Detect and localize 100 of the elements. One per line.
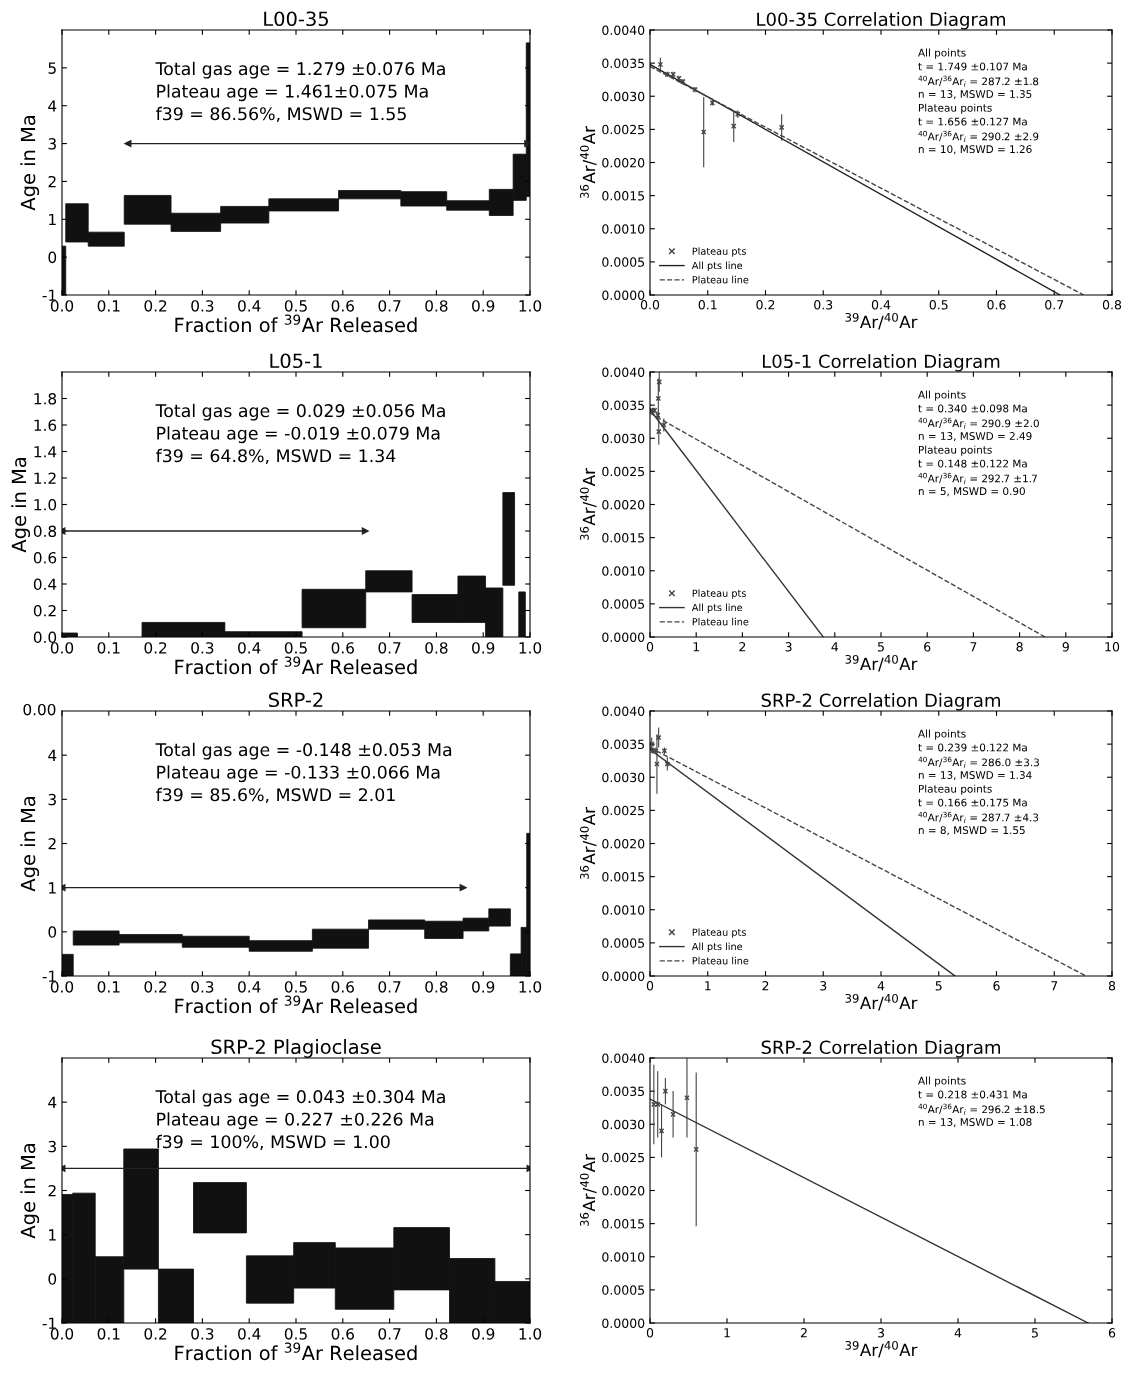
y-axis-title: $^{36}$Ar/$^{40}$Ar — [579, 1154, 597, 1227]
y-tick-label: 3 — [48, 793, 56, 806]
y-tick-label: 0.0020 — [602, 838, 645, 849]
x-tick-label: 0.8 — [425, 981, 448, 993]
x-tick-label: 3 — [820, 981, 827, 991]
annotation: f39 = 100%, MSWD = 1.00 — [156, 1134, 390, 1151]
x-tick-label: 0.3 — [191, 981, 214, 993]
x-tick-label: 4 — [954, 1328, 962, 1338]
y-tick-label: 0.0040 — [602, 706, 645, 716]
x-tick-label: 0.7 — [378, 1328, 401, 1340]
x-tick-label: 0.5 — [284, 300, 307, 312]
x-tick-label: 0.4 — [238, 642, 261, 654]
x-axis-title: Fraction of $^{39}$Ar Released — [175, 314, 417, 333]
chart-title: L05-1 — [270, 353, 322, 369]
chart-title: SRP-2 Correlation Diagram — [761, 1040, 1000, 1058]
x-tick-label: 0.3 — [191, 1328, 214, 1340]
x-tick-label: 1.0 — [519, 300, 542, 312]
chart-title: L05-1 Correlation Diagram — [762, 354, 1000, 372]
annotation: $^{40}$Ar/$^{36}$Ar$_{i}$ = 292.7 ±1.7 — [918, 472, 1037, 484]
annotation: n = 10, MSWD = 1.26 — [918, 145, 1032, 155]
y-tick-label: 0.0000 — [602, 290, 645, 300]
y-tick-label: 0.6 — [33, 551, 57, 564]
y-tick-label: 1 — [49, 882, 56, 894]
x-tick-label: 6 — [924, 642, 931, 652]
annotation: f39 = 86.56%, MSWD = 1.55 — [156, 106, 406, 123]
annotation: Total gas age = 0.043 ±0.304 Ma — [155, 1089, 445, 1107]
y-tick-label: 0.0000 — [602, 1318, 645, 1328]
y-tick-label: 2 — [48, 837, 56, 850]
annotation: $^{40}$Ar/$^{36}$Ar$_{i}$ = 287.2 ±1.8 — [918, 75, 1039, 87]
x-tick-label: 0.5 — [284, 642, 307, 654]
annotation: All points — [918, 729, 966, 740]
x-tick-label: 10 — [1105, 642, 1120, 652]
annotation: Plateau age = -0.133 ±0.066 Ma — [157, 765, 440, 783]
legend-label: All pts line — [691, 942, 743, 953]
x-tick-label: 0.7 — [378, 300, 401, 312]
text: 0.00 — [23, 703, 56, 716]
x-tick-label: 0.1 — [97, 1328, 120, 1340]
x-axis-title: Fraction of $^{39}$Ar Released — [175, 656, 417, 675]
y-tick-label: 0.0025 — [602, 805, 645, 816]
x-tick-label: 0.4 — [871, 300, 891, 310]
y-tick-label: -1 — [42, 289, 56, 301]
annotation: f39 = 85.6%, MSWD = 2.01 — [156, 787, 395, 804]
y-tick-label: 0.0030 — [602, 1119, 645, 1130]
x-tick-label: 2 — [800, 1328, 807, 1338]
x-tick-label: 0.6 — [987, 300, 1006, 310]
x-tick-label: 1 — [705, 981, 711, 991]
chart-title: SRP-2 — [269, 692, 323, 708]
x-tick-label: 0.3 — [191, 642, 214, 654]
y-tick-label: 1.0 — [34, 498, 57, 511]
x-tick-label: 0.2 — [144, 642, 167, 654]
y-tick-label: 4 — [48, 749, 57, 761]
annotation: t = 1.749 ±0.107 Ma — [918, 62, 1027, 71]
y-tick-label: 0.0020 — [602, 499, 645, 510]
annotation: n = 13, MSWD = 1.08 — [918, 1118, 1032, 1128]
x-tick-label: 0.5 — [284, 1328, 307, 1340]
y-axis-title: Age in Ma — [20, 116, 40, 211]
y-tick-label: 0.0000 — [602, 632, 645, 642]
y-tick-label: 0.0015 — [602, 872, 645, 882]
annotation: n = 13, MSWD = 1.34 — [918, 771, 1032, 781]
annotation: Plateau points — [918, 784, 992, 795]
annotation: n = 13, MSWD = 1.35 — [918, 90, 1032, 100]
y-tick-label: 0.8 — [33, 525, 57, 538]
x-tick-label: 8 — [1108, 981, 1116, 991]
x-tick-label: 0.9 — [472, 642, 495, 654]
y-tick-label: 5 — [48, 62, 56, 74]
legend-label: Plateau line — [692, 617, 749, 626]
y-tick-label: 0 — [48, 251, 57, 264]
x-tick-label: 7 — [1051, 981, 1058, 991]
x-tick-label: 0 — [646, 1328, 654, 1338]
x-tick-label: 0.4 — [238, 300, 261, 312]
annotation: $^{40}$Ar/$^{36}$Ar$_{i}$ = 286.0 ±3.3 — [918, 756, 1039, 768]
y-axis-title: Age in Ma — [11, 458, 31, 553]
x-tick-label: 0.6 — [331, 981, 354, 993]
x-axis-title: $^{39}$Ar/$^{40}$Ar — [845, 654, 918, 672]
chart-title: SRP-2 Correlation Diagram — [761, 693, 1000, 711]
x-tick-label: 5 — [877, 642, 884, 652]
x-tick-label: 0.8 — [425, 300, 448, 312]
annotation: Plateau age = 0.227 ±0.226 Ma — [157, 1112, 434, 1130]
annotation: $^{40}$Ar/$^{36}$Ar$_{i}$ = 290.2 ±2.9 — [918, 130, 1039, 142]
x-tick-label: 0.6 — [331, 1328, 354, 1340]
annotation: $^{40}$Ar/$^{36}$Ar$_{i}$ = 290.9 ±2.0 — [918, 417, 1039, 429]
annotation: Total gas age = -0.148 ±0.053 Ma — [155, 742, 452, 760]
x-tick-label: 1.0 — [519, 981, 542, 993]
x-tick-label: 0.5 — [929, 300, 948, 310]
annotation: $^{40}$Ar/$^{36}$Ar$_{i}$ = 287.7 ±4.3 — [918, 811, 1039, 823]
x-tick-label: 1 — [724, 1328, 730, 1338]
y-tick-label: 1.2 — [34, 472, 56, 484]
x-tick-label: 1 — [693, 642, 700, 652]
x-axis-title: $^{39}$Ar/$^{40}$Ar — [845, 1340, 918, 1358]
x-tick-label: 0.9 — [472, 300, 495, 312]
y-tick-label: 1.4 — [34, 446, 57, 458]
y-tick-label: 1.8 — [34, 392, 57, 405]
x-tick-label: 0.1 — [97, 300, 120, 312]
annotation: t = 0.148 ±0.122 Ma — [918, 459, 1027, 468]
y-tick-label: 0.0015 — [602, 533, 645, 543]
legend-label: Plateau line — [692, 275, 749, 284]
x-tick-label: 3 — [785, 642, 792, 652]
y-tick-label: 0.0035 — [602, 1086, 645, 1097]
y-tick-label: 0.0025 — [602, 1152, 645, 1163]
annotation: n = 8, MSWD = 1.55 — [918, 826, 1025, 836]
